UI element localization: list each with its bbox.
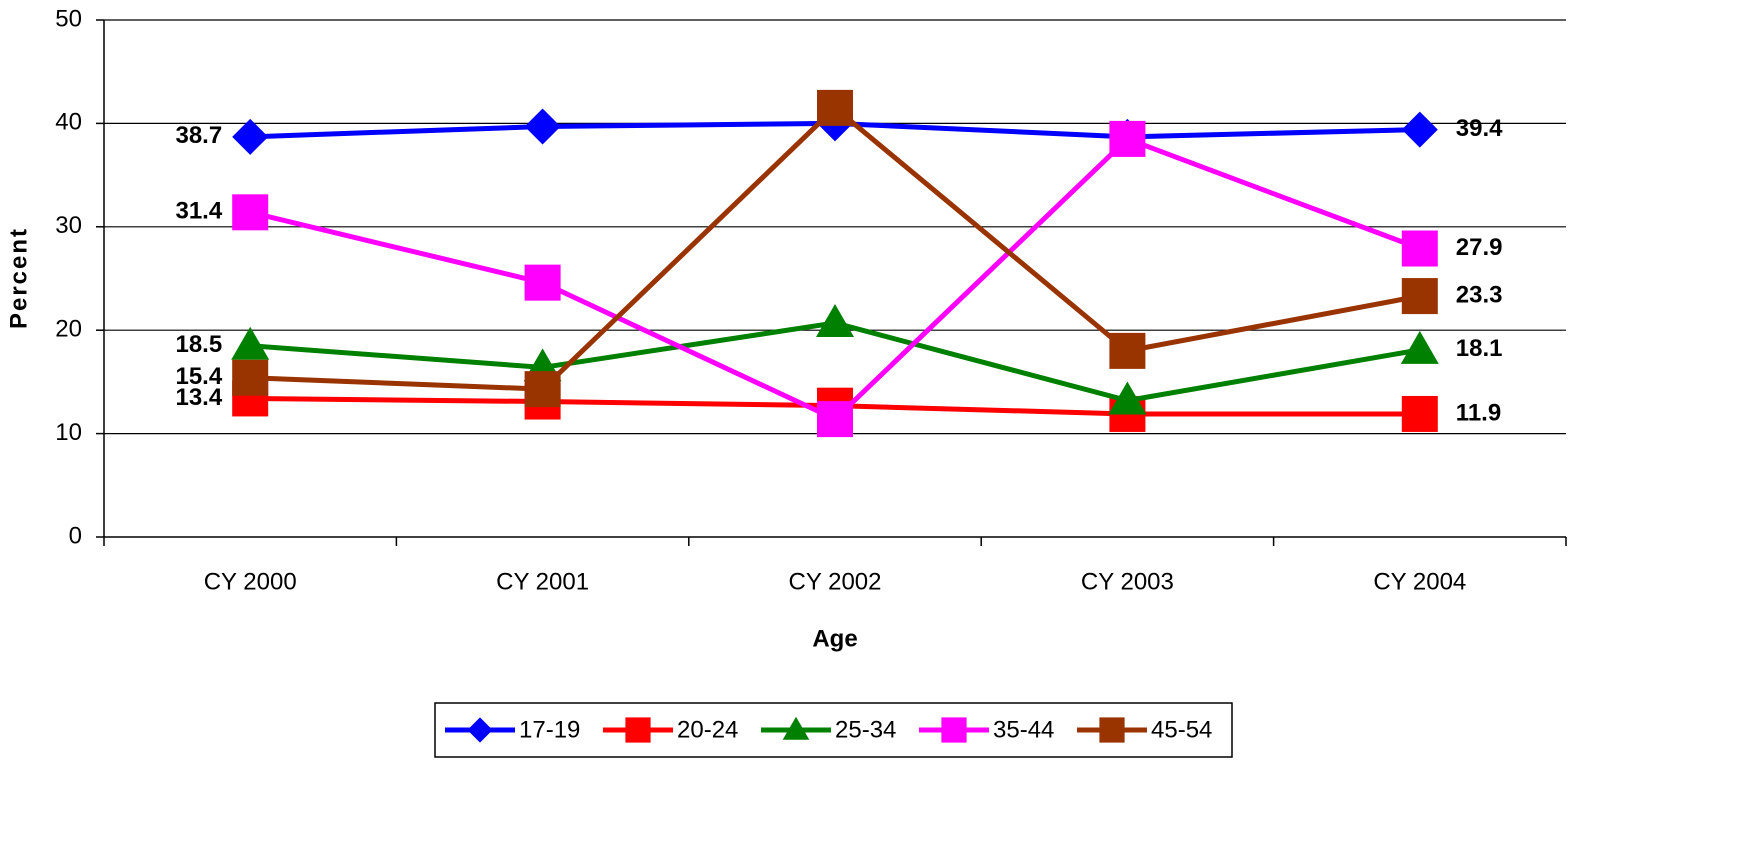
data-label: 27.9 [1456,234,1503,261]
y-tick-label: 10 [55,419,82,446]
marker [232,194,269,231]
y-axis-title: Percent [5,227,32,329]
marker [1401,278,1438,315]
data-label: 39.4 [1456,115,1503,142]
data-label: 18.5 [175,331,222,358]
x-axis-title: Age [812,625,857,652]
y-tick-label: 40 [55,109,82,136]
x-tick-label: CY 2000 [204,568,297,595]
marker [524,108,561,145]
marker [817,401,853,438]
data-label: 11.9 [1456,399,1501,426]
marker [232,118,269,155]
marker [1108,381,1147,415]
marker [524,264,561,301]
marker [782,716,810,740]
y-tick-label: 30 [55,212,82,239]
marker [625,717,651,743]
x-tick-label: CY 2002 [789,568,882,595]
series-line [249,136,1421,422]
y-tick-label: 20 [55,316,82,343]
legend-label: 20-24 [677,716,738,743]
marker [941,717,967,743]
marker [467,717,493,743]
data-label: 13.4 [175,384,222,411]
marker [1109,332,1146,369]
marker [231,326,270,360]
marker [1099,717,1125,743]
data-label: 18.1 [1456,335,1503,362]
series-line [250,105,1421,392]
marker [1400,330,1439,364]
legend-label: 45-54 [1151,716,1212,743]
marker [232,359,269,396]
y-tick-label: 0 [69,522,82,549]
marker [816,303,854,337]
x-tick-label: CY 2004 [1373,568,1466,595]
legend-label: 25-34 [835,716,896,743]
legend-label: 35-44 [993,716,1054,743]
x-tick-label: CY 2001 [496,568,589,595]
data-label: 15.4 [175,363,222,390]
marker [1401,111,1438,148]
marker [1401,230,1438,267]
data-label: 38.7 [175,122,222,149]
x-tick-label: CY 2003 [1081,568,1174,595]
marker [1109,120,1146,157]
marker [817,89,853,126]
y-tick-label: 50 [55,5,82,32]
marker [1401,395,1438,432]
data-label: 31.4 [175,198,222,225]
marker [524,371,561,408]
data-label: 23.3 [1456,281,1503,308]
legend-label: 17-19 [519,716,580,743]
